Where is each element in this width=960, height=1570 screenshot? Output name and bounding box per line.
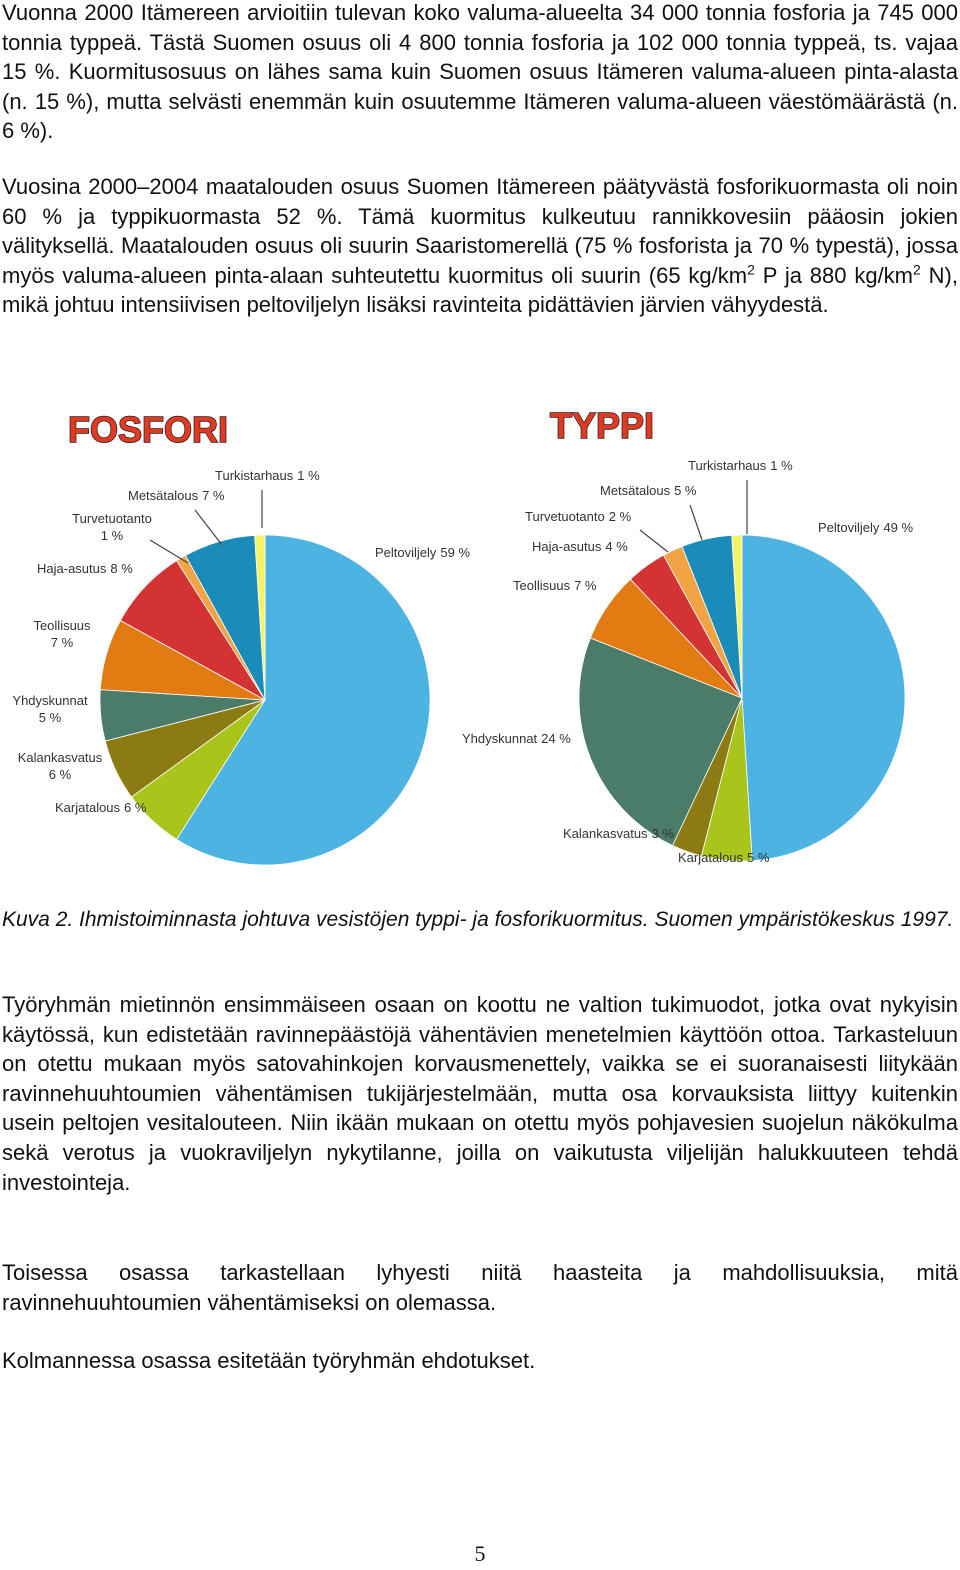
slice-label: Yhdyskunnat 24 % [462,731,571,746]
slice-value-label: 7 % [202,488,225,503]
pie-slice [254,534,266,701]
paragraph: Kolmannessa osassa esitetään työryhmän e… [2,1348,536,1373]
pie-slice [578,637,743,847]
page-number: 5 [474,1541,486,1566]
slice-value-label: 5 % [39,710,62,725]
slice-value-label: 1 % [297,468,320,483]
slice-value-label: 6 % [49,767,72,782]
paragraph: Vuosina 2000–2004 maatalouden osuus Suom… [2,172,958,320]
slice-category: Karjatalous [678,850,744,865]
slice-label: Teollisuus 7 % [513,578,597,593]
text-run: P ja 880 kg/km [754,262,914,288]
slice-category: Haja-asutus [37,561,107,576]
text-run: N), mikä johtuu intensiivisen peltovilje… [2,262,958,318]
superscript: 2 [913,261,921,278]
slice-category: Turkistarhaus [688,458,767,473]
slice-value-label: 1 % [101,528,124,543]
slice-label: Teollisuus [33,618,91,633]
leader-line [194,509,223,546]
slice-category: Peltoviljely [818,520,880,535]
slice-value-label: 8 % [110,561,133,576]
leader-line [639,529,669,553]
slice-category: Kalankasvatus [563,826,648,841]
slice-category: Turvetuotanto [525,509,605,524]
slice-label: Peltoviljely 59 % [375,545,470,560]
slice-label: Turkistarhaus 1 % [215,468,320,483]
slice-label: Metsätalous 7 % [128,488,225,503]
slice-value-label: 1 % [770,458,793,473]
slice-category: Metsätalous [600,483,671,498]
slice-label: Kalankasvatus [18,750,103,765]
slice-value-label: 6 % [124,800,147,815]
slice-value-label: 2 % [609,509,632,524]
paragraph: Vuonna 2000 Itämereen arvioitiin tulevan… [2,0,958,146]
slice-value-label: 7 % [574,578,597,593]
pie-slice [731,534,743,699]
text-run: Vuonna 2000 Itämereen arvioitiin tulevan… [2,0,958,144]
slice-category: Yhdyskunnat [462,731,538,746]
slice-label: Metsätalous 5 % [600,483,697,498]
slice-label: Haja-asutus 4 % [532,539,628,554]
text-run: Vuosina 2000–2004 maatalouden osuus Suom… [2,174,958,288]
chart-title: TYPPI [550,405,654,446]
slice-label: Yhdyskunnat [12,693,88,708]
slice-value-label: 59 % [440,545,470,560]
slice-label: Turkistarhaus 1 % [688,458,793,473]
slice-label: Peltoviljely 49 % [818,520,913,535]
leader-line [689,504,703,541]
caption: Kuva 2. Ihmistoiminnasta johtuva vesistö… [2,908,954,931]
slice-category: Metsätalous [128,488,199,503]
leader-line [149,539,189,564]
slice-label: Karjatalous 6 % [55,800,147,815]
slice-label: Haja-asutus 8 % [37,561,133,576]
slice-value-label: 7 % [51,635,74,650]
slice-category: Peltoviljely [375,545,437,560]
slice-category: Karjatalous [55,800,121,815]
slice-value-label: 5 % [747,850,770,865]
superscript: 2 [747,261,755,278]
paragraph: Työryhmän mietinnön ensimmäiseen osaan o… [2,992,958,1195]
chart-title: FOSFORI [68,409,228,450]
slice-value-label: 49 % [883,520,913,535]
slice-label: Karjatalous 5 % [678,850,770,865]
pie-slice [741,534,906,862]
pie-slice [176,534,431,866]
slice-label: Turvetuotanto [72,511,152,526]
paragraph: Toisessa osassa tarkastellaan lyhyesti n… [2,1260,958,1315]
slice-value-label: 24 % [541,731,571,746]
slice-label: Kalankasvatus 3 % [563,826,674,841]
slice-value-label: 3 % [652,826,675,841]
slice-category: Teollisuus [513,578,571,593]
slice-label: Turvetuotanto 2 % [525,509,632,524]
slice-value-label: 5 % [674,483,697,498]
slice-value-label: 4 % [605,539,628,554]
slice-category: Haja-asutus [532,539,602,554]
slice-category: Turkistarhaus [215,468,294,483]
